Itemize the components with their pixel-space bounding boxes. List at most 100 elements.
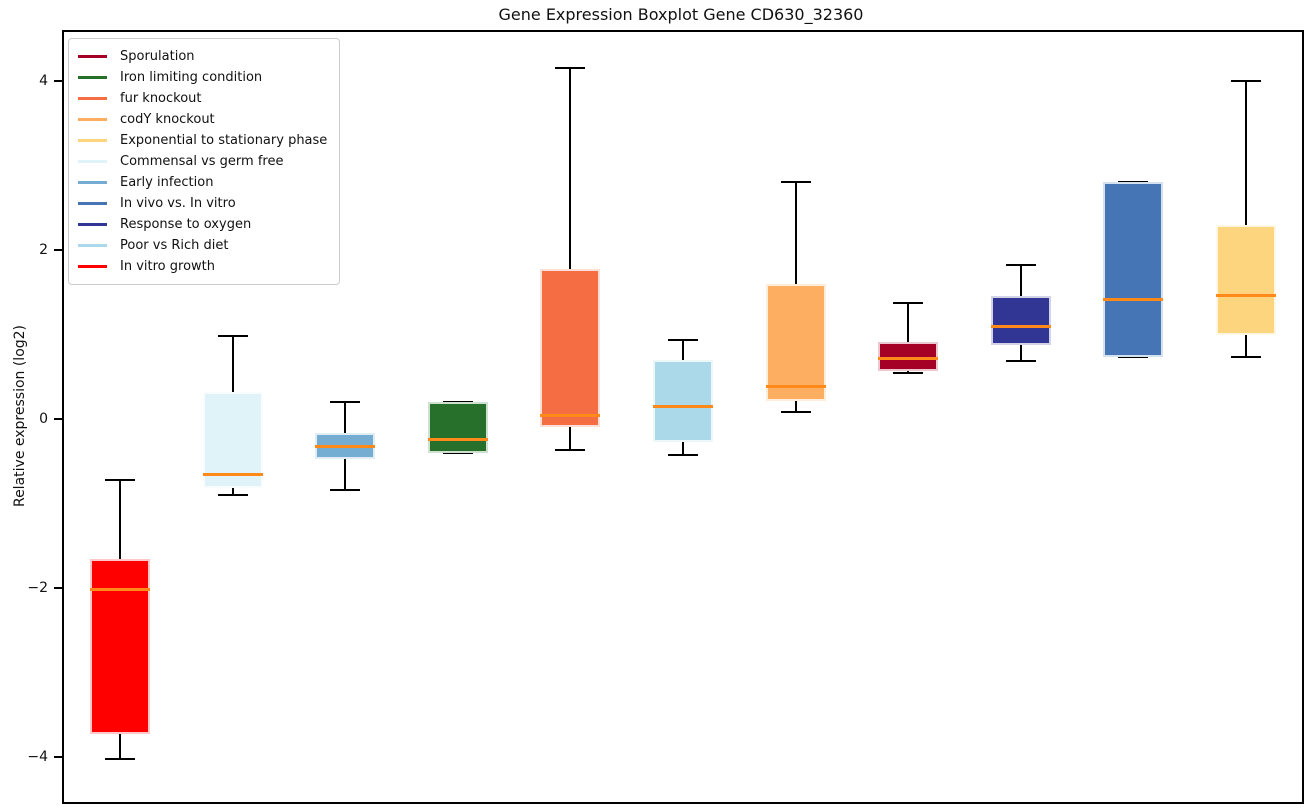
legend: Sporulation Iron limiting condition fur kn… (68, 38, 341, 285)
y-tick-label: 0 (39, 410, 48, 427)
median-line (653, 404, 713, 408)
legend-swatch (78, 244, 107, 247)
lower-whisker-cap (780, 410, 811, 413)
box (202, 392, 263, 488)
box (653, 359, 713, 442)
legend-item: Response to oxygen (78, 214, 327, 235)
upper-whisker-cap (1230, 80, 1261, 83)
legend-swatch (78, 181, 107, 184)
lower-whisker (344, 458, 347, 491)
plot-area: Sporulation Iron limiting condition fur kn… (62, 30, 1304, 804)
legend-swatch (78, 76, 107, 79)
lower-whisker (569, 426, 572, 451)
lower-whisker (119, 733, 122, 759)
legend-swatch (78, 160, 107, 163)
chart-title: Gene Expression Boxplot Gene CD630_32360 (498, 5, 864, 24)
median-line (878, 356, 939, 360)
legend-swatch (78, 265, 107, 268)
lower-whisker (682, 441, 684, 456)
legend-label: Commensal vs germ free (120, 154, 284, 169)
legend-swatch (78, 223, 107, 226)
y-tick (54, 417, 62, 420)
upper-whisker (231, 336, 234, 393)
upper-whisker-cap (555, 67, 586, 70)
upper-whisker (794, 182, 797, 284)
lower-whisker-cap (442, 451, 473, 454)
legend-label: Poor vs Rich diet (120, 238, 229, 253)
lower-whisker (1019, 344, 1022, 361)
legend-item: Early infection (78, 172, 327, 193)
legend-label: Response to oxygen (120, 217, 252, 232)
lower-whisker (231, 487, 234, 496)
y-tick (54, 755, 62, 758)
legend-item: In vivo vs. In vitro (78, 193, 327, 214)
y-tick-label: 4 (39, 72, 48, 89)
legend-item: fur knockout (78, 88, 327, 109)
upper-whisker (907, 303, 910, 343)
lower-whisker (794, 400, 797, 412)
upper-whisker (1244, 81, 1247, 225)
lower-whisker-cap (330, 489, 361, 492)
y-tick (54, 79, 62, 82)
box (90, 558, 151, 734)
legend-item: Exponential to stationary phase (78, 130, 327, 151)
box (990, 295, 1051, 345)
lower-whisker-cap (1230, 356, 1261, 359)
box (765, 283, 826, 401)
legend-label: Early infection (120, 175, 214, 190)
legend-label: codY knockout (120, 112, 215, 127)
upper-whisker-cap (780, 181, 811, 184)
lower-whisker-cap (893, 372, 924, 375)
box (1103, 181, 1164, 357)
box (1215, 224, 1276, 335)
upper-whisker (119, 479, 122, 559)
upper-whisker-cap (893, 302, 924, 305)
upper-whisker-cap (217, 335, 248, 338)
lower-whisker-cap (217, 494, 248, 497)
median-line (990, 325, 1051, 329)
legend-item: Poor vs Rich diet (78, 235, 327, 256)
upper-whisker-cap (1005, 264, 1036, 267)
legend-label: In vitro growth (120, 259, 215, 274)
median-line (90, 588, 151, 592)
median-line (1103, 297, 1164, 301)
legend-swatch (78, 55, 107, 58)
legend-label: fur knockout (120, 91, 202, 106)
legend-label: Exponential to stationary phase (120, 133, 328, 148)
upper-whisker (1019, 265, 1022, 296)
upper-whisker-cap (330, 401, 361, 404)
median-line (765, 384, 826, 388)
lower-whisker-cap (555, 449, 586, 452)
y-tick (54, 248, 62, 251)
legend-item: Iron limiting condition (78, 67, 327, 88)
legend-swatch (78, 118, 107, 121)
lower-whisker (907, 370, 910, 374)
legend-item: Commensal vs germ free (78, 151, 327, 172)
median-line (315, 444, 376, 448)
median-line (427, 437, 488, 441)
legend-item: Sporulation (78, 46, 327, 67)
y-tick-label: −2 (27, 579, 48, 596)
y-tick (54, 586, 62, 589)
lower-whisker (1244, 334, 1247, 358)
box (540, 268, 601, 427)
lower-whisker-cap (1005, 359, 1036, 362)
legend-item: codY knockout (78, 109, 327, 130)
upper-whisker (682, 339, 684, 360)
median-line (1215, 294, 1276, 298)
upper-whisker-cap (668, 338, 698, 341)
lower-whisker-cap (105, 757, 136, 760)
box (427, 402, 488, 453)
box (878, 342, 939, 371)
legend-swatch (78, 97, 107, 100)
legend-label: Iron limiting condition (120, 70, 263, 85)
y-tick-label: 2 (39, 241, 48, 258)
legend-label: In vivo vs. In vitro (120, 196, 236, 211)
legend-swatch (78, 139, 107, 142)
legend-swatch (78, 202, 107, 205)
upper-whisker-cap (105, 478, 136, 481)
upper-whisker (344, 402, 347, 434)
upper-whisker (569, 68, 572, 269)
legend-item: In vitro growth (78, 256, 327, 277)
lower-whisker-cap (668, 454, 698, 457)
